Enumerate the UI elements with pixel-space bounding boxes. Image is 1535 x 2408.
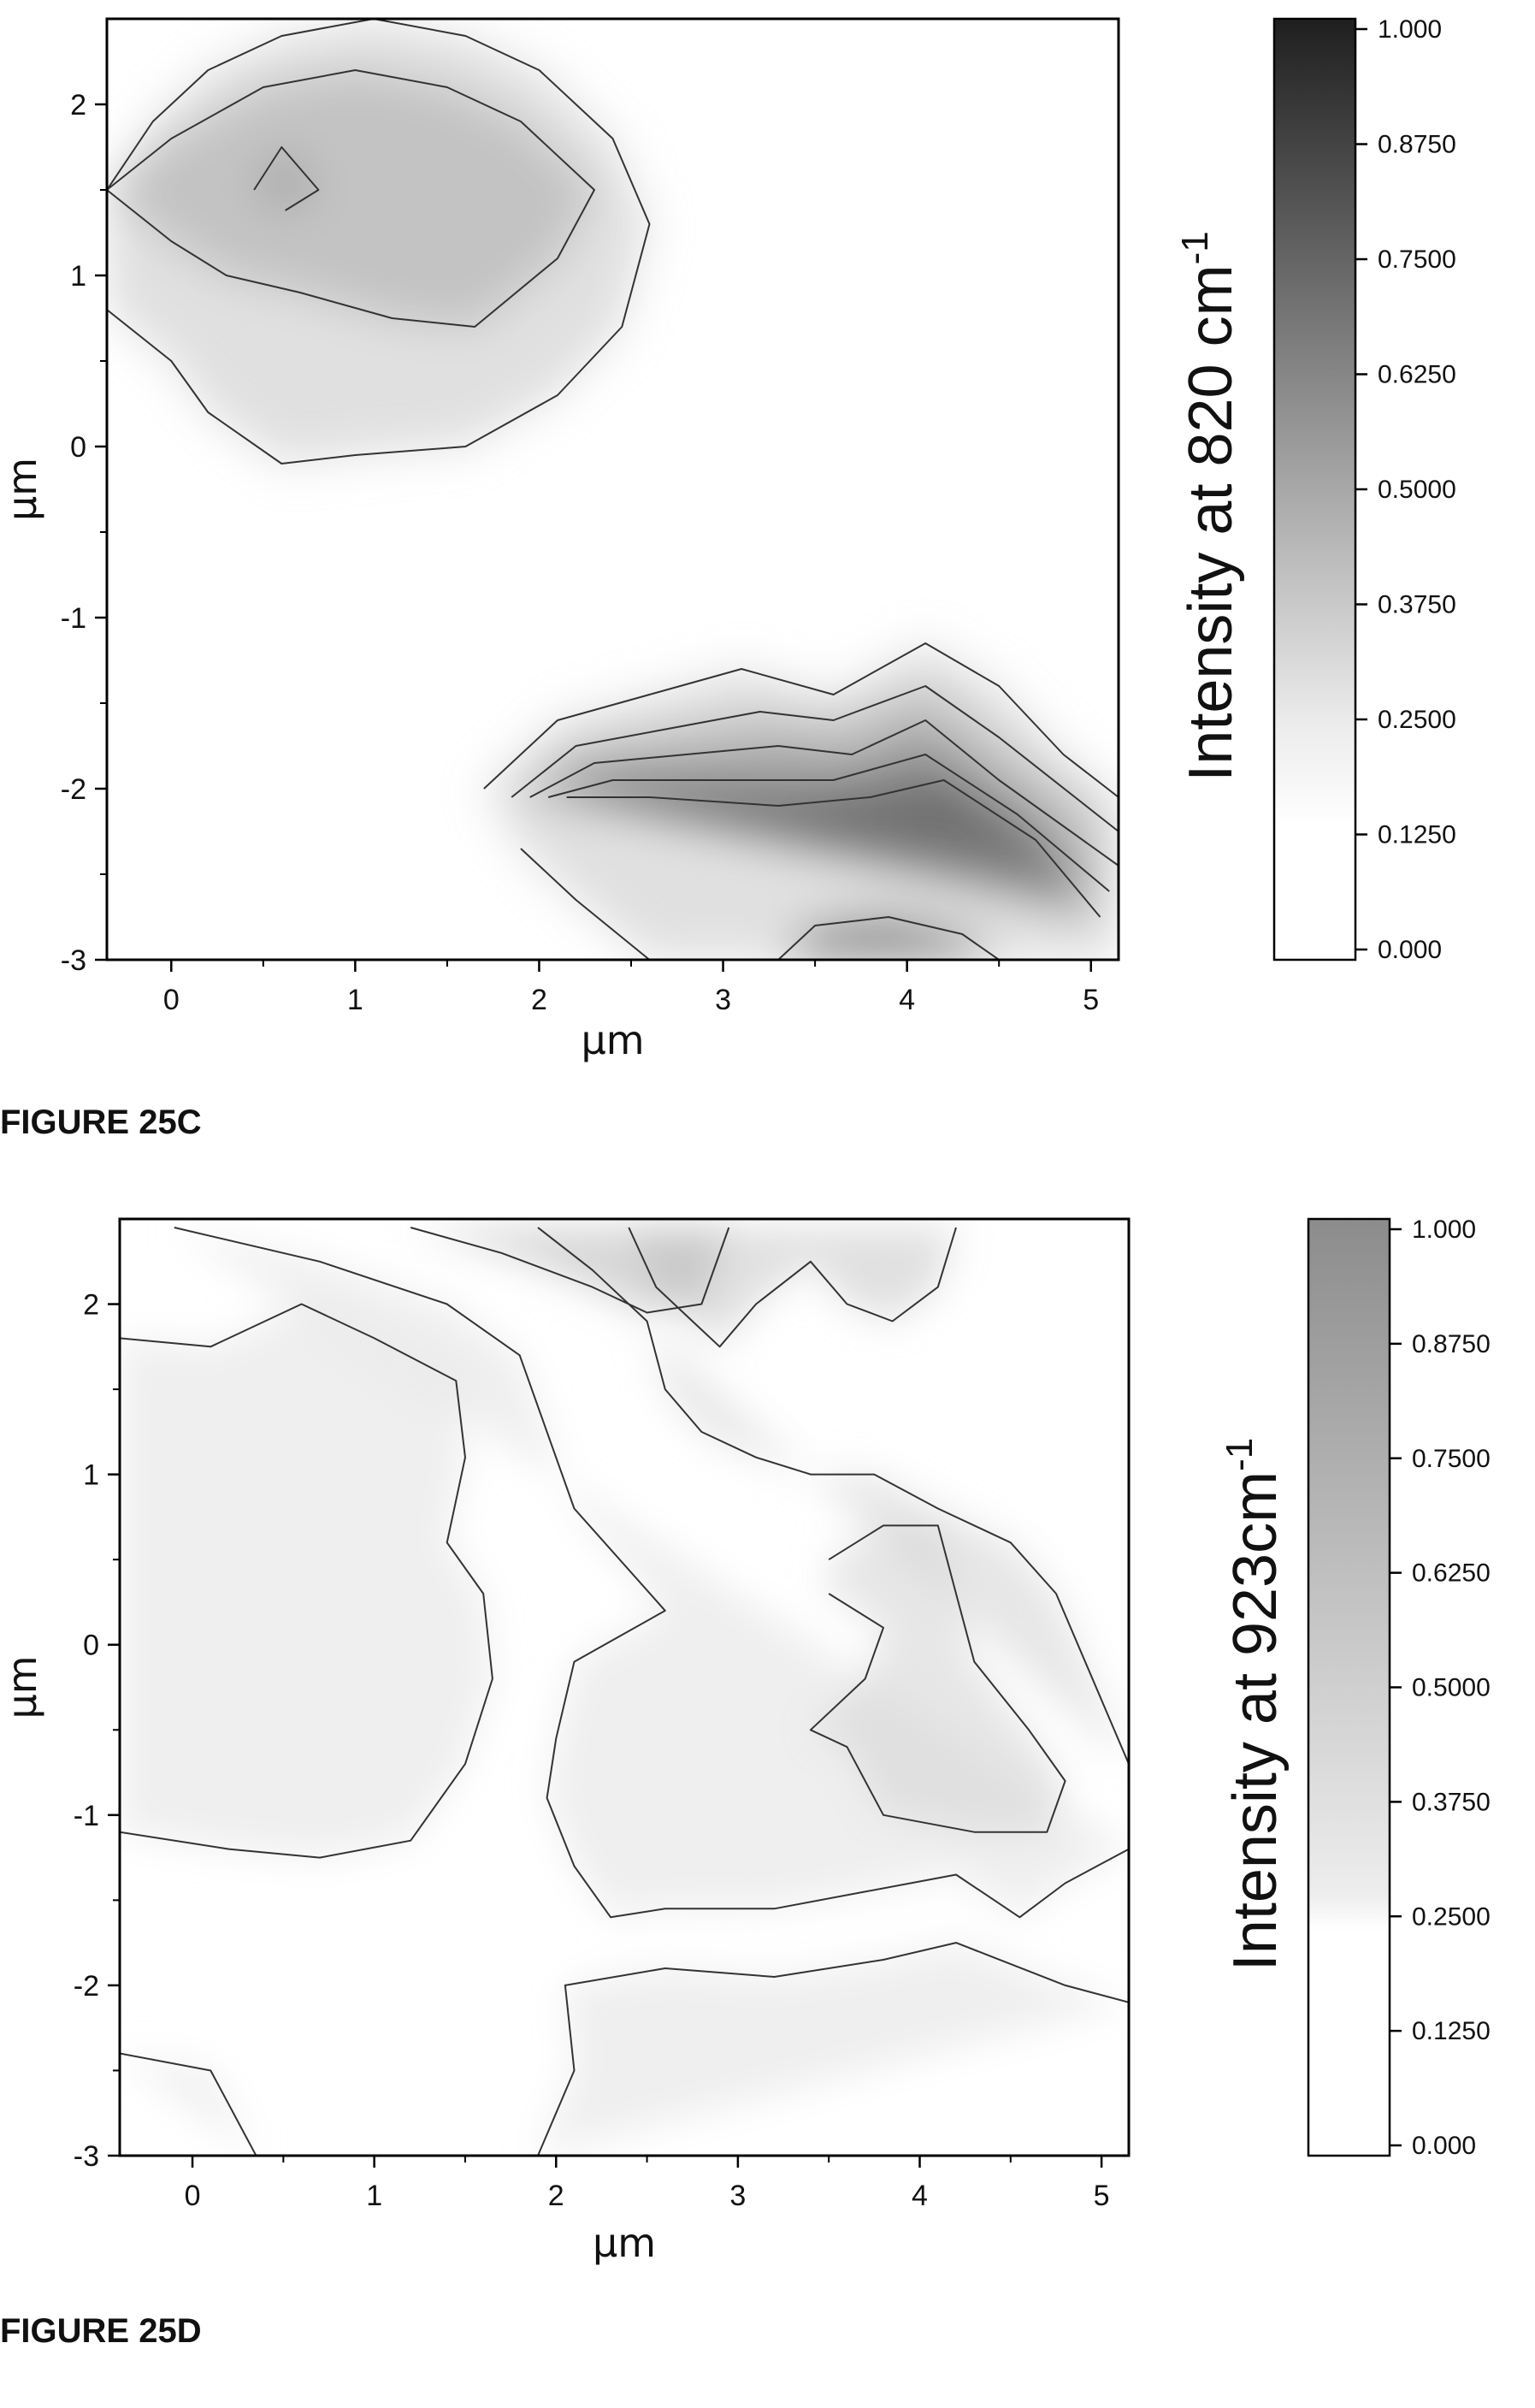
x-tick-label: 4 [912, 2180, 928, 2212]
y-tick-label: -3 [74, 2140, 99, 2173]
colorbar-tick-label: 1.000 [1378, 15, 1442, 44]
y-tick-label: 2 [83, 1289, 99, 1322]
intensity-region [120, 1304, 493, 1858]
colorbar-tick-label: 1.000 [1412, 1216, 1476, 1244]
intensity-region [778, 917, 1000, 960]
colorbar-tick-label: 0.5000 [1412, 1674, 1491, 1702]
contour-line [483, 642, 1119, 960]
y-tick-label: 0 [70, 431, 86, 464]
plot-frame [118, 1217, 1131, 2157]
colorbar-tick-label: 0.6250 [1378, 361, 1456, 389]
colorbar-tick-label: 0.6250 [1412, 1559, 1491, 1588]
intensity-region [810, 1525, 1066, 1832]
colorbar-tick-label: 0.5000 [1378, 476, 1456, 504]
colorbar-title-superscript: -1 [1219, 1438, 1260, 1471]
contour-line [253, 146, 320, 211]
contour-line [777, 916, 1000, 960]
contour-line [566, 779, 1101, 918]
figure-caption: FIGURE 25C [0, 1103, 202, 1141]
y-tick-label: -2 [61, 773, 86, 806]
x-tick-label: 3 [715, 984, 731, 1016]
x-tick-label: 5 [1094, 2180, 1110, 2212]
x-tick-label: 0 [163, 984, 180, 1016]
colorbar-tick-label: 0.3750 [1378, 591, 1456, 619]
contour-line [120, 1303, 493, 1859]
contour-line [120, 2052, 257, 2156]
contour-line [628, 1227, 957, 1348]
colorbar-tick-label: 0.2500 [1378, 706, 1456, 734]
colorbar-title-text: Intensity at 923cm [1221, 1471, 1290, 1971]
y-tick-label: 1 [83, 1459, 99, 1492]
intensity-region [107, 70, 594, 327]
intensity-region [538, 1228, 1129, 1765]
colorbar-tick-label: 0.8750 [1378, 131, 1456, 159]
y-tick-label: -2 [74, 1970, 99, 2003]
contour-line [547, 754, 1110, 892]
contour-line [107, 19, 651, 464]
colorbar-tick-label: 0.1250 [1412, 2017, 1491, 2045]
colorbar-tick-label: 0.2500 [1412, 1902, 1491, 1931]
contour-line [809, 1524, 1066, 1833]
y-tick-label: 1 [70, 260, 86, 293]
x-tick-label: 3 [729, 2180, 746, 2212]
contour-line [537, 1227, 1129, 1765]
colorbar-tick-label: 0.1250 [1378, 821, 1456, 849]
x-tick-label: 1 [366, 2180, 382, 2212]
colorbar-title: Intensity at 923cm-1 [1219, 1438, 1290, 1971]
intensity-region [254, 147, 319, 210]
x-tick-label: 1 [347, 984, 363, 1016]
plot-frame [105, 17, 1120, 961]
colorbar-tick-label: 0.7500 [1412, 1445, 1491, 1473]
colorbar-tick-label: 0.3750 [1412, 1788, 1491, 1816]
y-tick-label: 2 [70, 89, 86, 121]
intensity-region [410, 1228, 729, 1313]
y-tick-label: -3 [61, 944, 86, 977]
y-tick-label: -1 [61, 602, 86, 635]
contour-line [537, 1942, 1129, 2156]
x-tick-label: 2 [531, 984, 547, 1016]
intensity-region [566, 780, 1101, 917]
colorbar-tick-label: 0.000 [1412, 2132, 1476, 2160]
colorbar-title: Intensity at 820 cm-1 [1174, 231, 1245, 781]
contour-line [511, 685, 1119, 832]
contour-line [410, 1227, 730, 1314]
figure-caption: FIGURE 25D [0, 2312, 202, 2350]
y-tick-label: 0 [83, 1630, 99, 1662]
colorbar-title-superscript: -1 [1174, 231, 1216, 264]
x-axis-label: µm [593, 2220, 656, 2266]
x-tick-label: 2 [548, 2180, 564, 2212]
figure-25c-panel: 0 1 2 3 4 5 2 1 0 -1 -2 -3 µm µm 1.000 0.8750 0.7500 0.62… [0, 15, 1456, 1141]
colorbar [1272, 17, 1357, 961]
x-tick-label: 4 [899, 984, 915, 1016]
colorbar-tick-label: 0.7500 [1378, 246, 1456, 274]
y-tick-label: -1 [74, 1800, 99, 1832]
x-tick-label: 0 [185, 2180, 201, 2212]
colorbar-tick-label: 0.000 [1378, 936, 1442, 964]
contour-line [529, 719, 1119, 867]
colorbar [1307, 1217, 1391, 2157]
intensity-fill [107, 19, 1119, 960]
contour-line [174, 1227, 1129, 1919]
y-axis-label: µm [0, 1655, 45, 1719]
y-axis-label: µm [0, 458, 45, 521]
contour-line [107, 69, 595, 328]
x-tick-label: 5 [1083, 984, 1099, 1016]
intensity-fill [120, 1228, 1129, 2156]
intensity-region [120, 2053, 257, 2156]
x-axis-label: µm [581, 1017, 644, 1063]
intensity-region [538, 1943, 1129, 2156]
figure-25d-panel: 0 1 2 3 4 5 2 1 0 -1 -2 -3 µm µm 1.000 0.8750 0.7500 0.62… [0, 1216, 1491, 2350]
colorbar-title-text: Intensity at 820 cm [1177, 264, 1245, 781]
colorbar-tick-label: 0.8750 [1412, 1330, 1491, 1358]
